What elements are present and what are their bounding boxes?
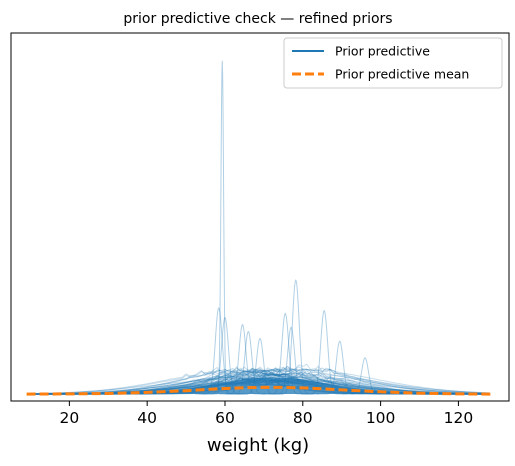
x-tick-label: 120 [444, 409, 474, 427]
x-tick-label: 60 [215, 409, 235, 427]
x-tick-label: 80 [293, 409, 313, 427]
chart-title: prior predictive check — refined priors [123, 11, 392, 27]
x-axis: 20 40 60 80 100 120 [59, 401, 473, 427]
legend-label-prior-predictive-mean: Prior predictive mean [335, 67, 469, 82]
x-axis-label: weight (kg) [207, 435, 309, 456]
x-tick-label: 20 [59, 409, 79, 427]
legend: Prior predictive Prior predictive mean [284, 38, 502, 88]
x-tick-label: 40 [137, 409, 157, 427]
legend-label-prior-predictive: Prior predictive [335, 44, 430, 59]
x-tick-label: 100 [366, 409, 396, 427]
